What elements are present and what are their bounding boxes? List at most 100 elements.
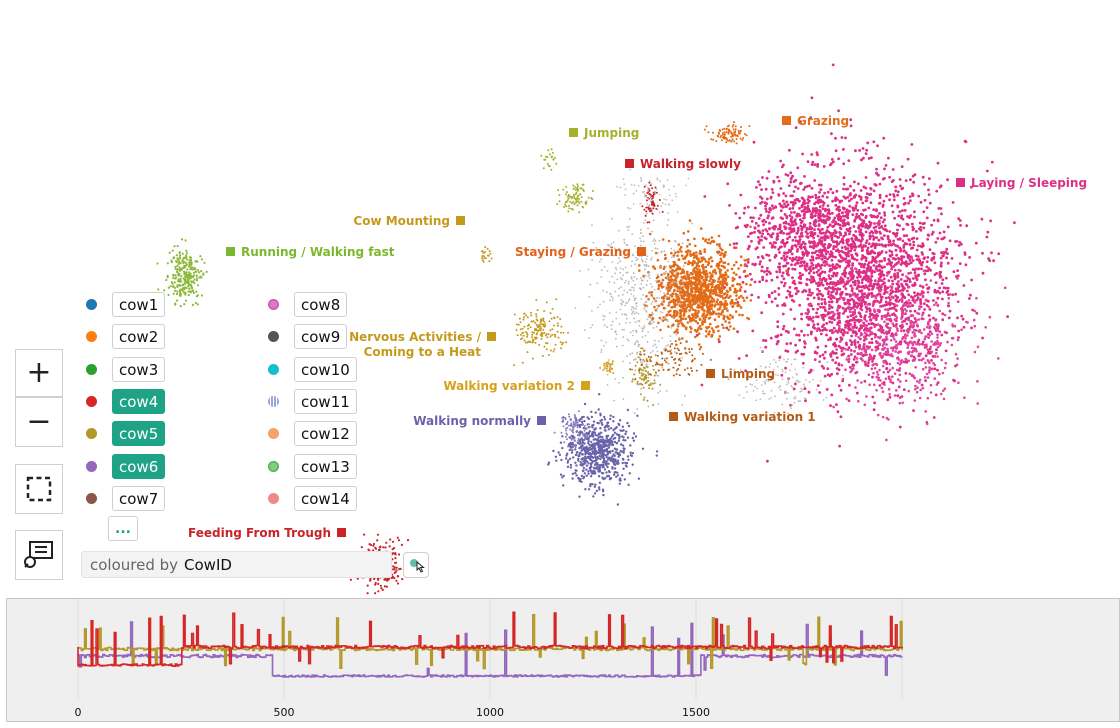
scatter-point xyxy=(948,293,952,296)
scatter-point xyxy=(862,255,866,259)
scatter-point xyxy=(866,246,870,250)
scatter-point xyxy=(645,295,648,298)
scatter-point xyxy=(818,205,822,209)
scatter-point xyxy=(867,292,871,296)
scatter-point xyxy=(920,245,924,249)
scatter-point xyxy=(854,193,858,197)
scatter-point xyxy=(888,393,891,396)
scatter-point xyxy=(857,329,861,333)
scatter-point xyxy=(772,179,776,183)
scatter-point xyxy=(984,326,987,329)
scatter-point xyxy=(884,164,888,167)
scatter-point xyxy=(897,385,901,389)
scatter-point xyxy=(762,246,766,249)
scatter-point xyxy=(728,286,732,290)
scatter-point xyxy=(734,125,737,128)
scatter-point xyxy=(887,377,891,381)
scatter-point xyxy=(801,361,805,365)
scatter-point xyxy=(848,308,851,311)
scatter-point xyxy=(791,206,795,210)
scatter-point xyxy=(856,296,859,299)
scatter-point xyxy=(869,318,873,322)
scatter-point xyxy=(829,187,833,191)
scatter-point xyxy=(595,451,598,454)
scatter-point xyxy=(704,239,707,243)
scatter-point xyxy=(855,258,859,262)
scatter-point xyxy=(761,232,765,236)
scatter-point xyxy=(874,256,878,259)
scatter-point xyxy=(668,281,672,284)
scatter-point xyxy=(585,474,588,477)
scatter-point xyxy=(739,132,741,135)
scatter-point xyxy=(812,246,816,250)
scatter-point xyxy=(836,410,840,414)
scatter-point xyxy=(911,321,915,324)
scatter-point xyxy=(855,360,859,364)
scatter-point xyxy=(664,318,667,321)
scatter-point xyxy=(836,372,839,376)
scatter-point xyxy=(657,321,660,325)
scatter-point xyxy=(954,352,958,356)
scatter-point xyxy=(828,255,831,259)
scatter-point xyxy=(835,337,838,341)
scatter-point xyxy=(921,260,925,264)
scatter-point xyxy=(720,252,723,255)
scatter-point xyxy=(862,321,866,325)
scatter-point xyxy=(812,236,815,240)
scatter-point xyxy=(893,337,896,341)
scatter-point xyxy=(908,280,912,283)
scatter-point xyxy=(930,232,934,236)
scatter-point xyxy=(702,278,705,282)
scatter-point xyxy=(846,239,850,243)
scatter-point xyxy=(801,290,804,294)
scatter-point xyxy=(820,257,824,261)
scatter-point xyxy=(712,299,716,303)
scatter-point xyxy=(832,224,836,228)
scatter-point xyxy=(836,309,839,312)
scatter-point xyxy=(791,267,795,271)
scatter-point xyxy=(803,387,807,390)
scatter-point xyxy=(734,310,738,313)
scatter-point xyxy=(713,305,716,308)
scatter-point xyxy=(676,275,679,278)
scatter-point xyxy=(858,302,862,306)
scatter-point xyxy=(892,239,895,243)
scatter-point xyxy=(855,201,859,205)
scatter-point xyxy=(920,267,923,271)
scatter-point xyxy=(926,376,930,379)
scatter-point xyxy=(893,277,897,281)
scatter-point xyxy=(605,447,609,451)
scatter-point xyxy=(879,289,882,293)
scatter-point xyxy=(861,297,865,301)
scatter-point xyxy=(921,294,925,298)
scatter-point xyxy=(860,262,864,266)
scatter-point xyxy=(605,436,608,440)
scatter-point xyxy=(913,376,916,380)
scatter-point xyxy=(938,275,942,279)
scatter-point xyxy=(810,330,813,334)
scatter-point xyxy=(782,264,785,268)
scatter-point xyxy=(689,289,693,293)
scatter-point xyxy=(847,279,851,283)
scatter-point xyxy=(767,210,771,214)
scatter-point xyxy=(869,214,873,217)
scatter-point xyxy=(864,241,868,245)
scatter-point xyxy=(716,298,719,302)
scatter-point xyxy=(825,287,829,291)
scatter-point xyxy=(936,296,940,300)
scatter-point xyxy=(828,277,831,280)
scatter-point xyxy=(834,196,838,200)
scatter-point xyxy=(601,488,605,491)
scatter-point xyxy=(866,287,870,290)
scatter-point xyxy=(864,208,867,212)
scatter-point xyxy=(808,225,812,228)
scatter-point xyxy=(827,290,831,293)
scatter-point xyxy=(936,368,939,372)
scatter-point xyxy=(971,308,974,312)
scatter-point xyxy=(837,109,840,113)
scatter-point xyxy=(883,320,886,324)
scatter-point xyxy=(877,378,880,382)
scatter-point xyxy=(868,330,872,333)
scatter-point xyxy=(990,160,994,164)
